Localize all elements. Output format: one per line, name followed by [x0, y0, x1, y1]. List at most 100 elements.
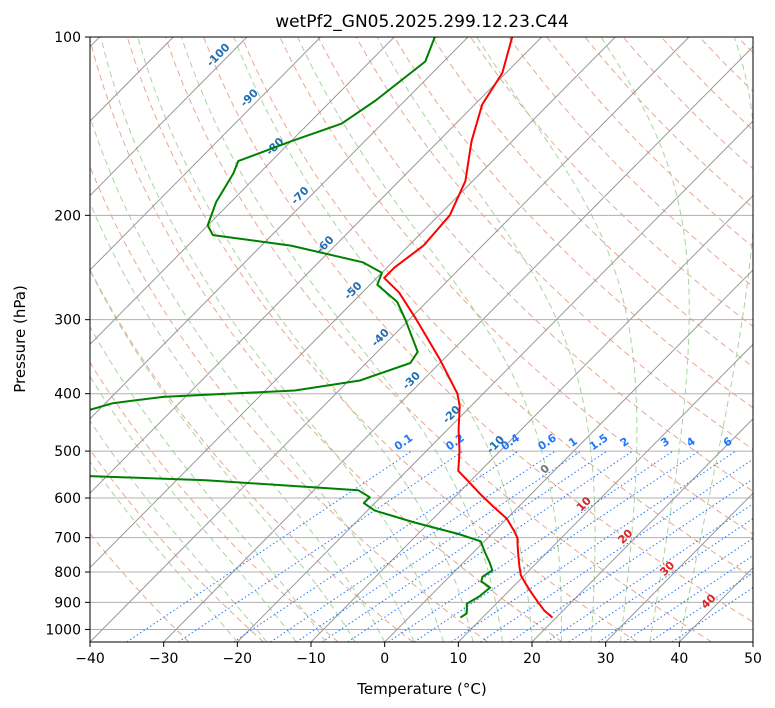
plot-frame: [89, 36, 754, 643]
dry-adiabat-line: [546, 37, 753, 248]
isotherm-line: [90, 37, 248, 197]
x-axis-ticks: −40 −30 −20 −10 0 10 20 30 40 50: [75, 642, 762, 667]
dry-adiabat-line: [90, 361, 339, 642]
mixing-ratio-line: [623, 554, 753, 642]
x-tick-label: 30: [597, 651, 615, 667]
moist-adiabat-line: [90, 375, 297, 642]
mixing-ratio-line: [347, 450, 633, 642]
y-tick-label: 800: [54, 565, 81, 581]
isotherm-line: [163, 46, 753, 642]
mixing-ratio-line: [126, 450, 412, 642]
y-tick-label: 1000: [45, 622, 81, 638]
dry-adiabat-line: [90, 38, 563, 642]
mixing-ratio-label: 3: [658, 435, 672, 450]
moist-adiabat-line: [600, 37, 690, 642]
moist-adiabat-line: [90, 461, 238, 642]
x-tick-label: 50: [744, 651, 762, 667]
mixing-ratio-line: [388, 450, 674, 642]
isotherm-line: [678, 566, 753, 642]
dry-adiabat-line: [126, 37, 638, 642]
dewpoint-profile-line: [90, 37, 494, 619]
y-tick-label: 600: [54, 491, 81, 507]
isotherm-line: [90, 37, 395, 346]
isotherm-label: 40: [699, 591, 719, 611]
dry-adiabat-line: [737, 37, 753, 54]
mixing-ratio-label: 0.1: [392, 431, 415, 453]
dry-adiabats: [90, 37, 753, 642]
mixing-ratio-line: [649, 572, 753, 642]
isotherm-line: [236, 120, 753, 642]
dry-adiabat-line: [508, 37, 753, 288]
x-tick-label: 0: [380, 651, 389, 667]
isotherm-line: [90, 37, 616, 569]
plot-area: 0.10.20.40.611.52346810131620253036-100-…: [90, 37, 764, 642]
mixing-ratio-label: 6: [721, 435, 735, 450]
y-tick-label: 400: [54, 387, 81, 403]
dry-adiabat-line: [279, 37, 753, 535]
chart-title: wetPf2_GN05.2025.299.12.23.C44: [275, 12, 569, 32]
isopleth-labels: 0.10.20.40.611.52346810131620253036-100-…: [204, 40, 764, 611]
isotherm-label: -40: [369, 326, 392, 349]
moist-adiabat-line: [90, 269, 356, 642]
isobar-gridlines: [90, 37, 753, 630]
mixing-ratio-line: [321, 450, 608, 642]
mixing-ratio-label: 8: [750, 435, 764, 450]
dry-adiabat-line: [622, 37, 753, 170]
mixing-ratio-line: [413, 450, 700, 642]
moist-adiabat-line: [180, 37, 503, 642]
dry-adiabat-line: [165, 37, 712, 642]
x-tick-label: 40: [670, 651, 688, 667]
moist-adiabat-line: [90, 325, 327, 642]
mixing-ratio-line: [450, 450, 737, 642]
mixing-ratio-label: 0.6: [536, 431, 560, 453]
dry-adiabat-line: [317, 37, 753, 493]
isotherm-line: [310, 194, 753, 642]
dry-adiabat-line: [660, 37, 753, 131]
y-tick-label: 700: [54, 531, 81, 547]
mixing-ratio-line: [480, 458, 753, 642]
moist-adiabat-line: [233, 37, 533, 642]
isotherm-line: [90, 37, 690, 642]
isotherm-label: 10: [574, 494, 594, 514]
mixing-ratio-line: [598, 537, 753, 642]
moist-adiabat-line: [376, 37, 596, 642]
moist-adiabat-line: [678, 37, 753, 642]
temperature-profile-line: [383, 37, 554, 619]
isotherm-line: [90, 37, 542, 494]
moist-adiabat-line: [476, 37, 638, 642]
mixing-ratio-lines: [126, 450, 753, 642]
mixing-ratio-label: 4: [684, 435, 698, 450]
isotherm-gridlines: [90, 37, 753, 642]
moist-adiabat-line: [297, 37, 562, 642]
moist-adiabat-line: [90, 420, 268, 642]
dry-adiabat-line: [241, 37, 753, 579]
x-tick-label: −20: [223, 651, 253, 667]
y-tick-label: 100: [54, 30, 81, 46]
y-tick-label: 300: [54, 313, 81, 329]
x-axis-label: Temperature (°C): [356, 680, 486, 698]
x-tick-label: 10: [449, 651, 467, 667]
mixing-ratio-line: [509, 478, 753, 642]
isotherm-label: -30: [400, 369, 423, 392]
isotherm-line: [531, 418, 753, 642]
mixing-ratio-line: [568, 517, 753, 642]
dry-adiabat-line: [470, 37, 753, 328]
isotherm-line: [752, 641, 753, 642]
isotherm-line: [605, 492, 753, 642]
mixing-ratio-line: [295, 450, 582, 642]
isotherm-line: [90, 37, 469, 420]
isotherm-label: -100: [204, 40, 233, 69]
sounding-profiles: [90, 37, 554, 619]
isotherm-line: [384, 269, 753, 642]
mixing-ratio-line: [233, 450, 519, 642]
dry-adiabat-line: [698, 37, 753, 92]
moist-adiabat-line: [100, 37, 445, 642]
mixing-ratio-line: [546, 503, 753, 642]
isotherm-label: -10: [484, 433, 507, 456]
y-tick-label: 200: [54, 208, 81, 224]
dry-adiabat-line: [90, 268, 414, 642]
y-tick-label: 500: [54, 444, 81, 460]
moist-adiabat-line: [137, 37, 474, 642]
isotherm-label: 30: [657, 559, 677, 579]
